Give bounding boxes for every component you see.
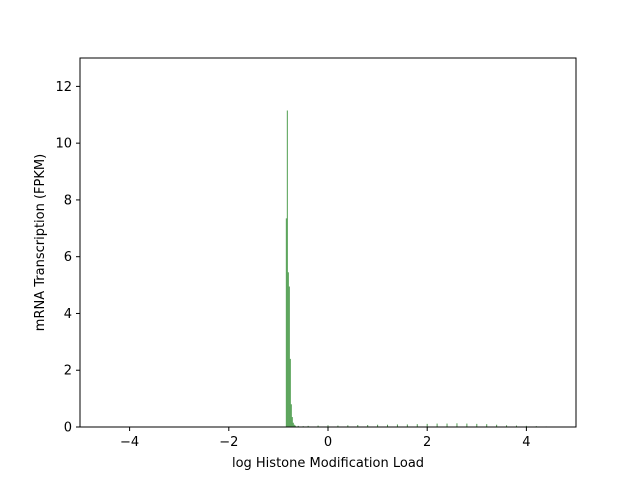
x-ticks-group: −4 −2 0 2 4 [120,427,531,450]
histogram-bar [287,272,289,427]
histogram-bar [476,423,478,427]
x-tick-label: 4 [522,435,530,450]
histogram-bar [347,425,349,427]
histogram-bar [297,425,299,427]
histogram-bar [446,423,448,427]
histogram-bar [377,424,379,427]
y-tick-label: 6 [64,250,72,265]
histogram-bar [436,423,438,427]
histogram-bar [496,424,498,427]
histogram-bar [307,425,309,427]
histogram-bar [426,423,428,427]
histogram-bar [327,425,329,427]
bars-group [285,110,547,428]
y-axis-label: mRNA Transcription (FPKM) [33,154,48,331]
histogram-bar [290,404,292,427]
y-ticks-group: 0 2 4 6 8 10 12 [55,80,80,436]
x-tick-label: −2 [219,435,238,450]
y-tick-label: 8 [64,193,72,208]
histogram-bar [289,358,291,427]
histogram-bar [286,110,288,427]
histogram-bar [292,422,294,427]
y-tick-label: 2 [64,364,72,379]
x-tick-label: 2 [423,435,431,450]
histogram-bar [515,425,517,427]
y-tick-label: 0 [64,421,72,436]
histogram-bar [291,417,293,427]
histogram-bar [367,425,369,427]
histogram-bar [506,425,508,427]
histogram-bar [486,424,488,427]
x-tick-label: 0 [324,435,332,450]
histogram-bar [337,425,339,427]
y-tick-label: 12 [55,80,72,95]
histogram-bar [525,425,527,427]
y-tick-label: 10 [55,137,72,152]
histogram-bar [357,425,359,427]
histogram-bar [288,286,290,427]
histogram-bar [317,425,319,427]
y-tick-label: 4 [64,307,72,322]
x-axis-label: log Histone Modification Load [232,456,424,471]
histogram-bar [466,423,468,427]
histogram-bar [406,424,408,427]
histogram-bar [294,425,296,427]
histogram-bar [285,218,287,427]
plot-area [80,58,576,427]
histogram-bar [387,424,389,427]
histogram-bar [456,423,458,427]
histogram-bar [293,424,295,427]
histogram-bar [416,424,418,427]
histogram-bar [396,424,398,427]
x-tick-label: −4 [120,435,139,450]
